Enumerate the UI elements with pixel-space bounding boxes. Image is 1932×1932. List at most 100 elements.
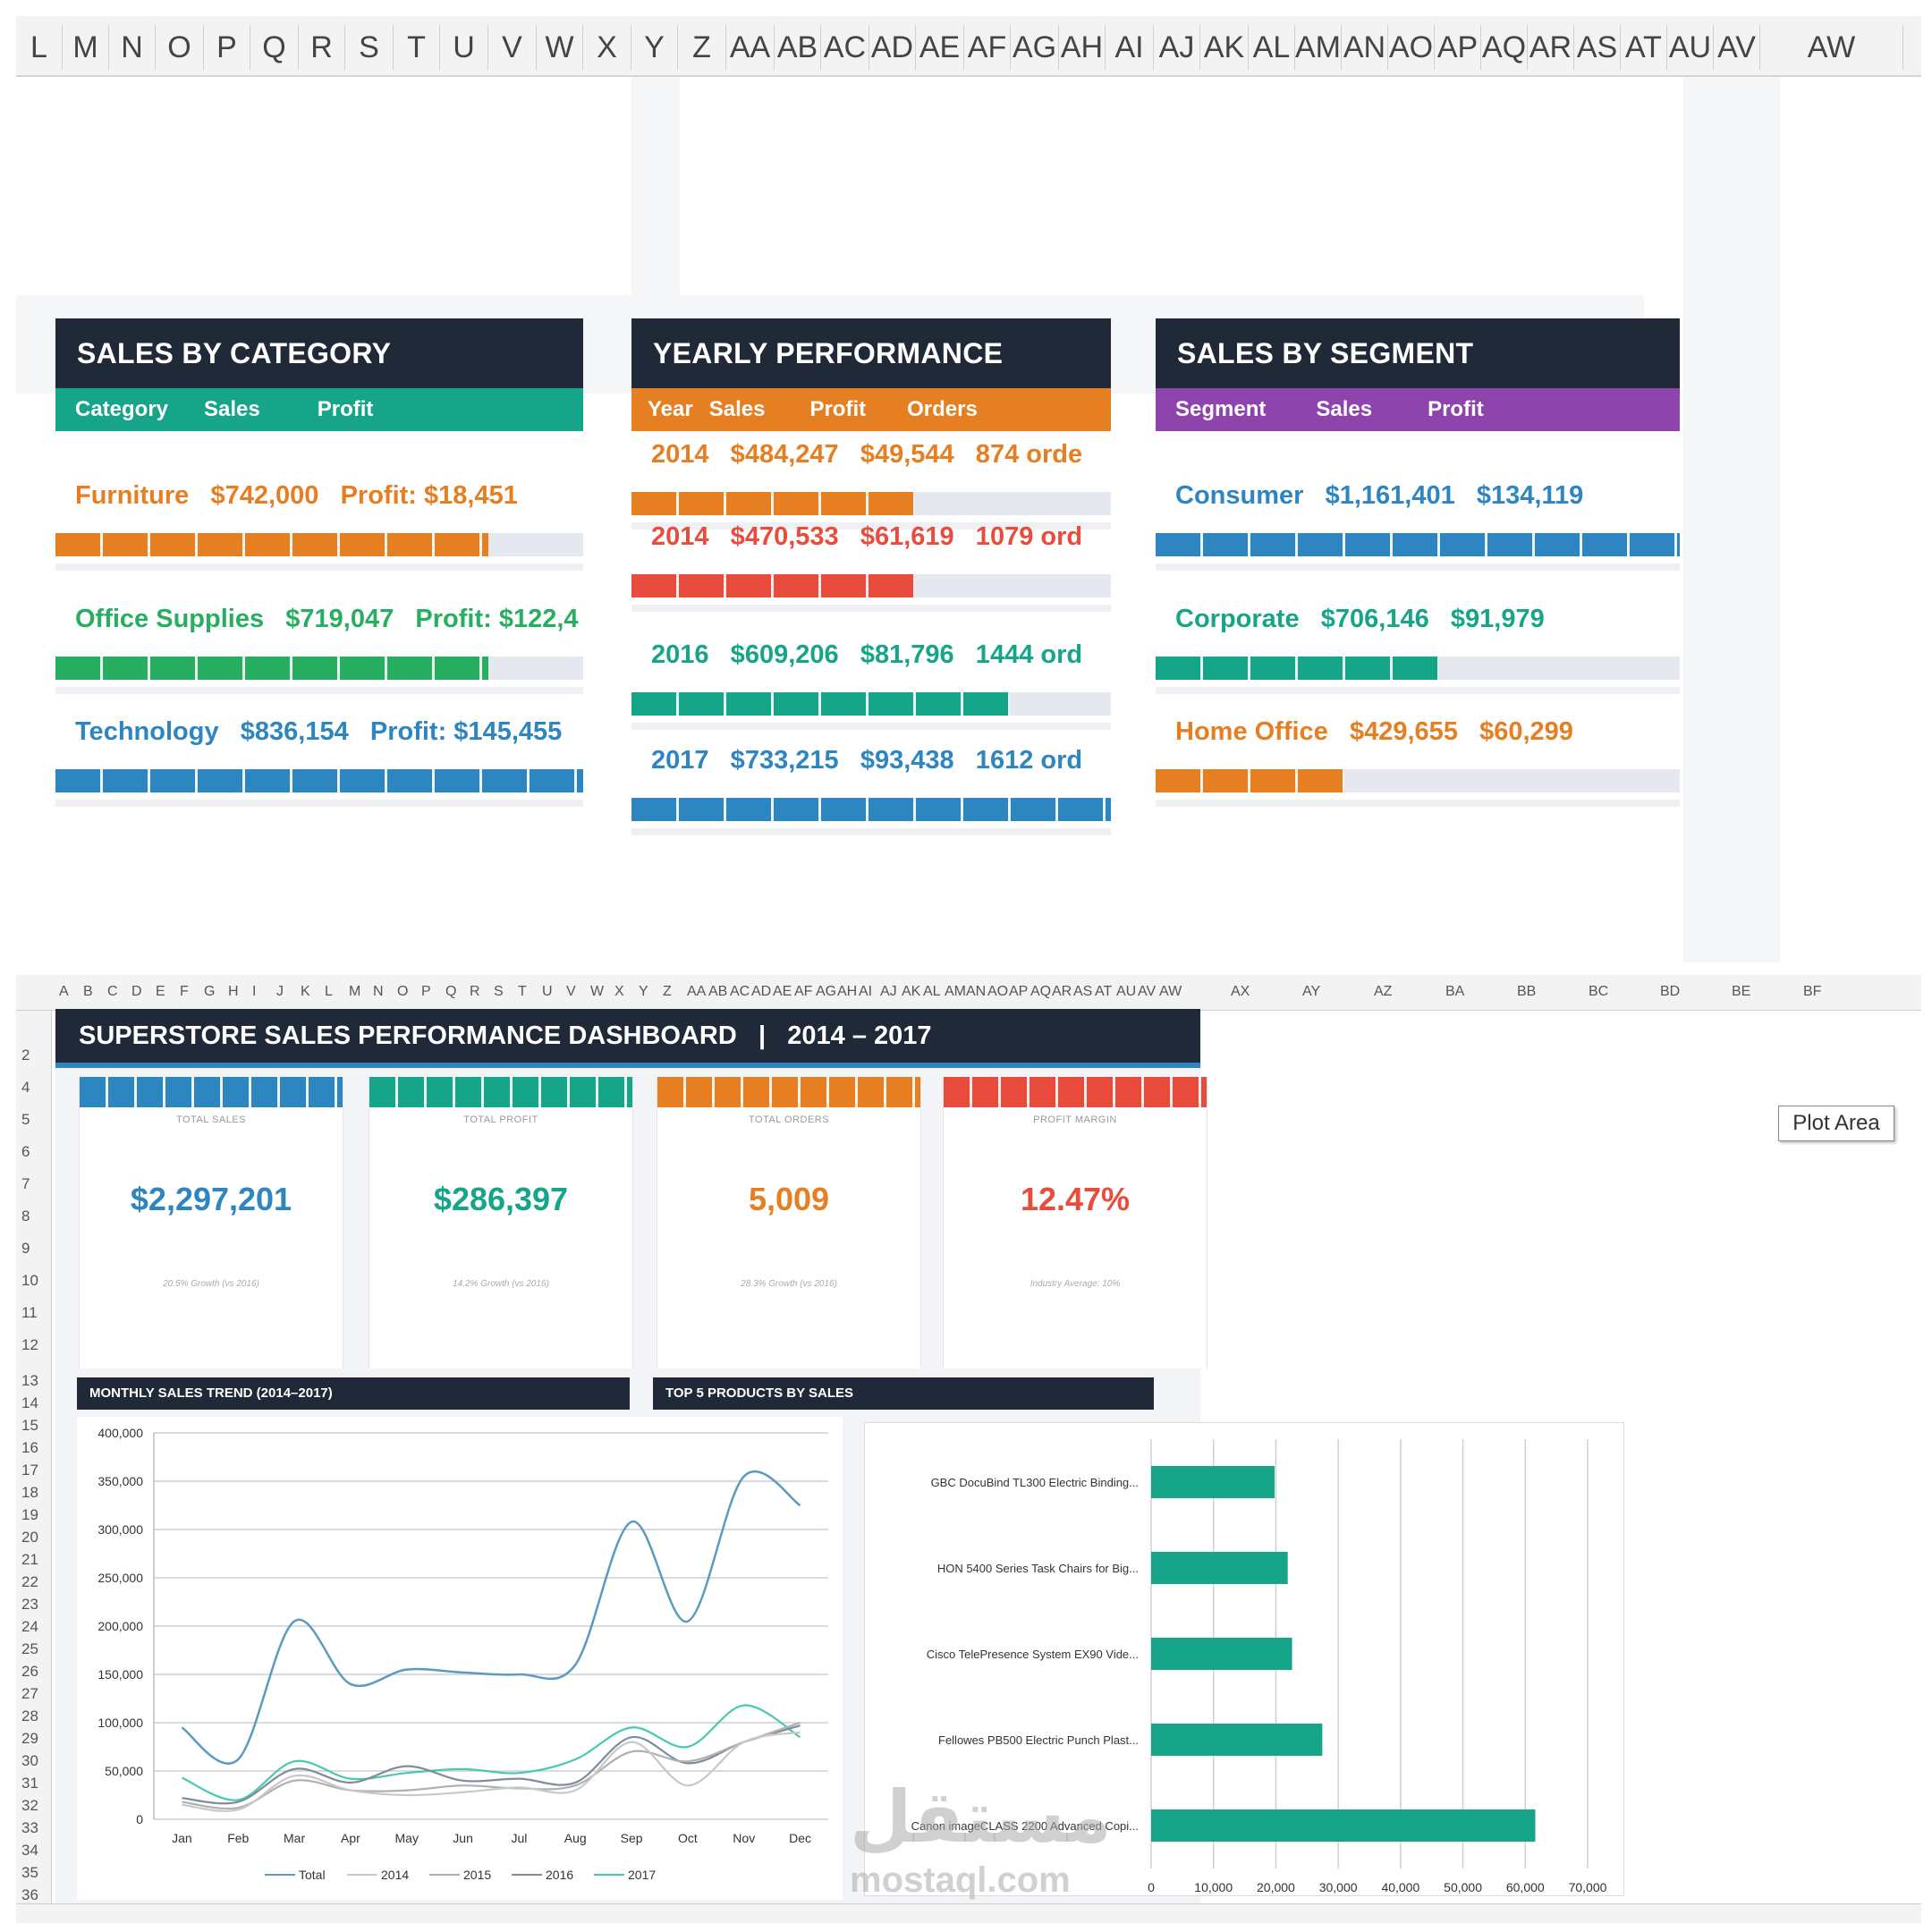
bar[interactable] [1151, 1552, 1288, 1584]
row-header-cell[interactable]: 16 [21, 1439, 38, 1456]
line-chart[interactable]: 400,000 350,000 300,000 250,000 200,000 150,0… [77, 1417, 843, 1900]
column-header-cell[interactable]: AF [964, 25, 1011, 70]
row-header-cell[interactable]: 33 [21, 1819, 38, 1836]
row-header-cell[interactable]: 18 [21, 1484, 38, 1501]
bar[interactable] [1151, 1638, 1292, 1670]
column-header-cell[interactable]: E [156, 984, 165, 999]
column-header-cell[interactable]: BB [1517, 984, 1537, 999]
column-header-cell[interactable]: AT [1621, 25, 1667, 70]
column-header-cell[interactable]: AU [1116, 984, 1137, 999]
column-header-cell[interactable]: AI [859, 984, 873, 999]
column-header-cell[interactable]: V [566, 984, 576, 999]
row-header-cell[interactable]: 14 [21, 1394, 38, 1411]
row-header-cell[interactable]: 31 [21, 1775, 38, 1792]
column-header-cell[interactable]: Z [663, 984, 672, 999]
column-header-cell[interactable]: U [440, 25, 488, 70]
row-header-cell[interactable]: 4 [21, 1079, 30, 1096]
column-header-cell[interactable]: AX [1231, 984, 1250, 999]
column-header-cell[interactable]: W [590, 984, 605, 999]
column-header-cell[interactable]: AI [1106, 25, 1154, 70]
row-header-cell[interactable]: 28 [21, 1707, 38, 1724]
column-header-cell[interactable]: AP [1009, 984, 1029, 999]
column-header-cell[interactable]: AJ [1154, 25, 1200, 70]
column-header-cell[interactable]: AN [966, 984, 987, 999]
column-header-cell[interactable]: AC [821, 25, 869, 70]
column-header-cell[interactable]: J [276, 984, 284, 999]
column-header-cell[interactable]: BC [1589, 984, 1609, 999]
row-header-cell[interactable]: 25 [21, 1640, 38, 1657]
column-header-cell[interactable]: AB [708, 984, 728, 999]
row-header-cell[interactable]: 30 [21, 1752, 38, 1769]
column-header-cell[interactable]: AE [916, 25, 964, 70]
row-header-cell[interactable]: 8 [21, 1208, 30, 1224]
column-header-cell[interactable]: AQ [1481, 25, 1528, 70]
column-header-cell[interactable]: S [345, 25, 394, 70]
column-header-cell[interactable]: T [394, 25, 440, 70]
series-line-2014[interactable] [182, 1731, 801, 1812]
column-header-cell[interactable]: AL [923, 984, 941, 999]
row-header-cell[interactable]: 27 [21, 1685, 38, 1702]
bar[interactable] [1151, 1724, 1323, 1756]
column-header-cell[interactable]: AA [726, 25, 775, 70]
column-header-cell[interactable]: AN [1342, 25, 1388, 70]
row-header-cell[interactable]: 7 [21, 1175, 30, 1192]
column-header-cell[interactable]: O [397, 984, 409, 999]
bar-chart-area[interactable]: 0 10,000 20,000 30,000 40,000 50,000 60,000 70,… [864, 1422, 1624, 1896]
series-line-2017[interactable] [181, 1704, 801, 1801]
column-header-cell[interactable]: P [204, 25, 250, 70]
column-header-cell[interactable]: AE [773, 984, 792, 999]
column-header-cell[interactable]: Z [678, 25, 726, 70]
column-header-cell[interactable]: S [494, 984, 504, 999]
column-header-cell[interactable]: AV [1714, 25, 1760, 70]
column-header-cell[interactable]: X [583, 25, 631, 70]
row-header-cell[interactable]: 10 [21, 1272, 38, 1289]
column-header-cell[interactable]: AR [1052, 984, 1072, 999]
row-header-cell[interactable]: 13 [21, 1372, 38, 1389]
column-header-cell[interactable]: M [349, 984, 361, 999]
column-header-cell[interactable]: AY [1302, 984, 1321, 999]
column-header-cell[interactable]: M [63, 25, 109, 70]
column-header-cell[interactable]: A [59, 984, 69, 999]
column-header-cell[interactable]: AC [730, 984, 750, 999]
series-line-2016[interactable] [182, 1724, 801, 1805]
column-header-cell[interactable]: AG [1011, 25, 1059, 70]
column-header-cell[interactable]: AM [1295, 25, 1342, 70]
column-header-cell[interactable]: P [421, 984, 431, 999]
column-header-cell[interactable]: K [301, 984, 310, 999]
column-header-cell[interactable]: AU [1667, 25, 1714, 70]
series-line-total[interactable] [181, 1470, 801, 1765]
bar-chart[interactable]: 0 10,000 20,000 30,000 40,000 50,000 60,000 70,… [865, 1423, 1625, 1897]
column-header-cell[interactable]: BD [1660, 984, 1681, 999]
row-header-cell[interactable]: 11 [21, 1304, 38, 1321]
row-header-cell[interactable]: 34 [21, 1842, 38, 1859]
row-header-cell[interactable]: 32 [21, 1797, 38, 1814]
column-header-cell[interactable]: AD [751, 984, 772, 999]
row-header-cell[interactable]: 6 [21, 1143, 30, 1160]
row-header-cell[interactable]: 15 [21, 1417, 38, 1434]
column-header-cell[interactable]: O [156, 25, 204, 70]
column-header-cell[interactable]: B [83, 984, 93, 999]
column-header-cell[interactable]: BE [1732, 984, 1751, 999]
column-header-cell[interactable]: AZ [1374, 984, 1393, 999]
column-header-cell[interactable]: AB [775, 25, 821, 70]
row-header-cell[interactable]: 20 [21, 1529, 38, 1546]
column-header-cell[interactable]: AO [1388, 25, 1435, 70]
column-header-cell[interactable]: AA [687, 984, 707, 999]
bar[interactable] [1151, 1466, 1275, 1498]
column-header-cell[interactable]: AW [1159, 984, 1182, 999]
column-header-cell[interactable]: Q [250, 25, 299, 70]
column-header-cell[interactable]: BF [1803, 984, 1822, 999]
row-header-cell[interactable]: 36 [21, 1886, 38, 1903]
column-header-cell[interactable]: AQ [1030, 984, 1052, 999]
sheet-tab-strip[interactable] [16, 1903, 1921, 1923]
column-header-cell[interactable]: H [228, 984, 239, 999]
row-header-cell[interactable]: 21 [21, 1551, 38, 1568]
row-header-cell[interactable]: 2 [21, 1046, 30, 1063]
row-header-cell[interactable]: 35 [21, 1864, 38, 1881]
column-header-cell[interactable]: AM [945, 984, 966, 999]
column-header-cell[interactable]: AW [1760, 25, 1903, 70]
column-header-cell[interactable]: V [488, 25, 537, 70]
column-header-cell[interactable]: AP [1435, 25, 1481, 70]
column-header-cell[interactable]: Q [445, 984, 457, 999]
line-chart-area[interactable]: 400,000 350,000 300,000 250,000 200,000 150,0… [77, 1417, 843, 1900]
